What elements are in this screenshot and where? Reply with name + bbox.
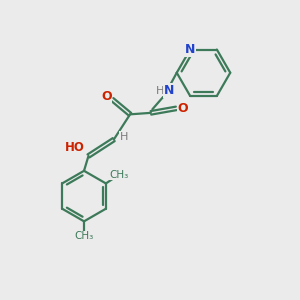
Text: CH₃: CH₃ [74,231,94,241]
Text: N: N [185,43,195,56]
Text: H: H [120,132,128,142]
Text: HO: HO [65,140,85,154]
Text: O: O [101,90,112,103]
Text: H: H [156,85,165,96]
Text: N: N [164,84,174,97]
Text: O: O [177,102,188,115]
Text: CH₃: CH₃ [110,169,129,179]
